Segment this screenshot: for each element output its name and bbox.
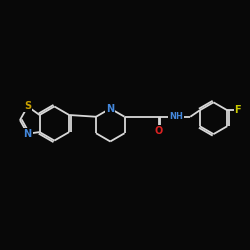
- Text: N: N: [106, 104, 114, 114]
- Text: NH: NH: [169, 112, 183, 121]
- Text: F: F: [234, 105, 241, 115]
- Text: O: O: [154, 126, 163, 136]
- Text: N: N: [24, 129, 32, 139]
- Text: S: S: [24, 102, 31, 112]
